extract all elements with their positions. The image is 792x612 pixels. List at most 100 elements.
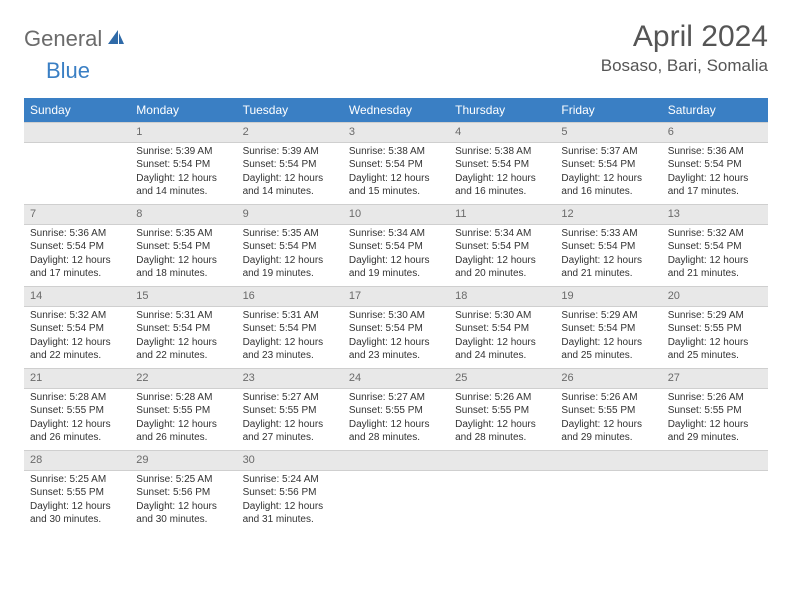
day-content: Sunrise: 5:30 AMSunset: 5:54 PMDaylight:… [449,307,555,367]
day-content: Sunrise: 5:30 AMSunset: 5:54 PMDaylight:… [343,307,449,367]
calendar-cell: 28Sunrise: 5:25 AMSunset: 5:55 PMDayligh… [24,450,130,532]
calendar-cell: 14Sunrise: 5:32 AMSunset: 5:54 PMDayligh… [24,286,130,368]
weekday-header: Sunday [24,98,130,122]
calendar-cell: 19Sunrise: 5:29 AMSunset: 5:54 PMDayligh… [555,286,661,368]
calendar-table: SundayMondayTuesdayWednesdayThursdayFrid… [24,98,768,532]
weekday-header: Thursday [449,98,555,122]
day-content: Sunrise: 5:29 AMSunset: 5:54 PMDaylight:… [555,307,661,367]
day-number-bar: 20 [662,286,768,307]
calendar-cell [662,450,768,532]
logo-sail-icon [106,28,126,51]
day-content: Sunrise: 5:24 AMSunset: 5:56 PMDaylight:… [237,471,343,531]
day-content: Sunrise: 5:27 AMSunset: 5:55 PMDaylight:… [343,389,449,449]
day-number-bar: 17 [343,286,449,307]
calendar-cell: 25Sunrise: 5:26 AMSunset: 5:55 PMDayligh… [449,368,555,450]
day-content: Sunrise: 5:35 AMSunset: 5:54 PMDaylight:… [130,225,236,285]
day-number-bar: 10 [343,204,449,225]
day-content: Sunrise: 5:35 AMSunset: 5:54 PMDaylight:… [237,225,343,285]
day-number-bar: 15 [130,286,236,307]
day-number-bar [662,450,768,471]
day-content: Sunrise: 5:34 AMSunset: 5:54 PMDaylight:… [449,225,555,285]
calendar-cell: 27Sunrise: 5:26 AMSunset: 5:55 PMDayligh… [662,368,768,450]
day-number-bar [555,450,661,471]
day-content: Sunrise: 5:26 AMSunset: 5:55 PMDaylight:… [662,389,768,449]
calendar-cell: 16Sunrise: 5:31 AMSunset: 5:54 PMDayligh… [237,286,343,368]
day-number-bar: 21 [24,368,130,389]
day-content: Sunrise: 5:31 AMSunset: 5:54 PMDaylight:… [237,307,343,367]
calendar-cell [449,450,555,532]
day-number-bar: 13 [662,204,768,225]
calendar-cell: 20Sunrise: 5:29 AMSunset: 5:55 PMDayligh… [662,286,768,368]
calendar-week-row: 7Sunrise: 5:36 AMSunset: 5:54 PMDaylight… [24,204,768,286]
day-content: Sunrise: 5:39 AMSunset: 5:54 PMDaylight:… [237,143,343,203]
day-number-bar: 30 [237,450,343,471]
day-content: Sunrise: 5:27 AMSunset: 5:55 PMDaylight:… [237,389,343,449]
weekday-header: Wednesday [343,98,449,122]
weekday-header: Monday [130,98,236,122]
weekday-header: Friday [555,98,661,122]
calendar-cell: 11Sunrise: 5:34 AMSunset: 5:54 PMDayligh… [449,204,555,286]
calendar-cell: 30Sunrise: 5:24 AMSunset: 5:56 PMDayligh… [237,450,343,532]
day-number-bar: 6 [662,122,768,143]
calendar-cell: 21Sunrise: 5:28 AMSunset: 5:55 PMDayligh… [24,368,130,450]
calendar-cell: 24Sunrise: 5:27 AMSunset: 5:55 PMDayligh… [343,368,449,450]
calendar-cell: 1Sunrise: 5:39 AMSunset: 5:54 PMDaylight… [130,122,236,204]
day-content: Sunrise: 5:39 AMSunset: 5:54 PMDaylight:… [130,143,236,203]
day-content: Sunrise: 5:38 AMSunset: 5:54 PMDaylight:… [343,143,449,203]
day-number-bar: 23 [237,368,343,389]
day-content: Sunrise: 5:29 AMSunset: 5:55 PMDaylight:… [662,307,768,367]
day-number-bar: 12 [555,204,661,225]
day-content: Sunrise: 5:25 AMSunset: 5:55 PMDaylight:… [24,471,130,531]
day-number-bar: 26 [555,368,661,389]
calendar-cell: 15Sunrise: 5:31 AMSunset: 5:54 PMDayligh… [130,286,236,368]
day-number-bar: 25 [449,368,555,389]
calendar-cell: 18Sunrise: 5:30 AMSunset: 5:54 PMDayligh… [449,286,555,368]
calendar-cell: 3Sunrise: 5:38 AMSunset: 5:54 PMDaylight… [343,122,449,204]
day-number-bar: 9 [237,204,343,225]
day-content: Sunrise: 5:32 AMSunset: 5:54 PMDaylight:… [24,307,130,367]
day-content: Sunrise: 5:28 AMSunset: 5:55 PMDaylight:… [24,389,130,449]
day-content: Sunrise: 5:37 AMSunset: 5:54 PMDaylight:… [555,143,661,203]
calendar-cell [24,122,130,204]
day-number-bar: 22 [130,368,236,389]
location-text: Bosaso, Bari, Somalia [601,56,768,76]
calendar-cell: 9Sunrise: 5:35 AMSunset: 5:54 PMDaylight… [237,204,343,286]
day-number-bar: 11 [449,204,555,225]
day-number-bar: 5 [555,122,661,143]
calendar-cell: 6Sunrise: 5:36 AMSunset: 5:54 PMDaylight… [662,122,768,204]
calendar-week-row: 1Sunrise: 5:39 AMSunset: 5:54 PMDaylight… [24,122,768,204]
calendar-cell [555,450,661,532]
calendar-cell [343,450,449,532]
day-number-bar: 4 [449,122,555,143]
day-content: Sunrise: 5:26 AMSunset: 5:55 PMDaylight:… [449,389,555,449]
calendar-cell: 4Sunrise: 5:38 AMSunset: 5:54 PMDaylight… [449,122,555,204]
day-content: Sunrise: 5:38 AMSunset: 5:54 PMDaylight:… [449,143,555,203]
calendar-cell: 12Sunrise: 5:33 AMSunset: 5:54 PMDayligh… [555,204,661,286]
calendar-week-row: 14Sunrise: 5:32 AMSunset: 5:54 PMDayligh… [24,286,768,368]
day-number-bar: 18 [449,286,555,307]
day-number-bar: 28 [24,450,130,471]
calendar-week-row: 21Sunrise: 5:28 AMSunset: 5:55 PMDayligh… [24,368,768,450]
calendar-cell: 10Sunrise: 5:34 AMSunset: 5:54 PMDayligh… [343,204,449,286]
day-number-bar: 1 [130,122,236,143]
calendar-body: 1Sunrise: 5:39 AMSunset: 5:54 PMDaylight… [24,122,768,532]
day-content: Sunrise: 5:32 AMSunset: 5:54 PMDaylight:… [662,225,768,285]
month-title: April 2024 [601,20,768,54]
day-content: Sunrise: 5:34 AMSunset: 5:54 PMDaylight:… [343,225,449,285]
day-content: Sunrise: 5:36 AMSunset: 5:54 PMDaylight:… [24,225,130,285]
calendar-week-row: 28Sunrise: 5:25 AMSunset: 5:55 PMDayligh… [24,450,768,532]
weekday-header: Saturday [662,98,768,122]
day-number-bar [24,122,130,143]
weekday-header: Tuesday [237,98,343,122]
day-content: Sunrise: 5:28 AMSunset: 5:55 PMDaylight:… [130,389,236,449]
calendar-cell: 8Sunrise: 5:35 AMSunset: 5:54 PMDaylight… [130,204,236,286]
day-number-bar [343,450,449,471]
logo-text-general: General [24,26,102,52]
day-number-bar: 14 [24,286,130,307]
day-content: Sunrise: 5:33 AMSunset: 5:54 PMDaylight:… [555,225,661,285]
calendar-cell: 13Sunrise: 5:32 AMSunset: 5:54 PMDayligh… [662,204,768,286]
calendar-cell: 22Sunrise: 5:28 AMSunset: 5:55 PMDayligh… [130,368,236,450]
calendar-cell: 17Sunrise: 5:30 AMSunset: 5:54 PMDayligh… [343,286,449,368]
calendar-cell: 2Sunrise: 5:39 AMSunset: 5:54 PMDaylight… [237,122,343,204]
logo: General [24,26,128,52]
